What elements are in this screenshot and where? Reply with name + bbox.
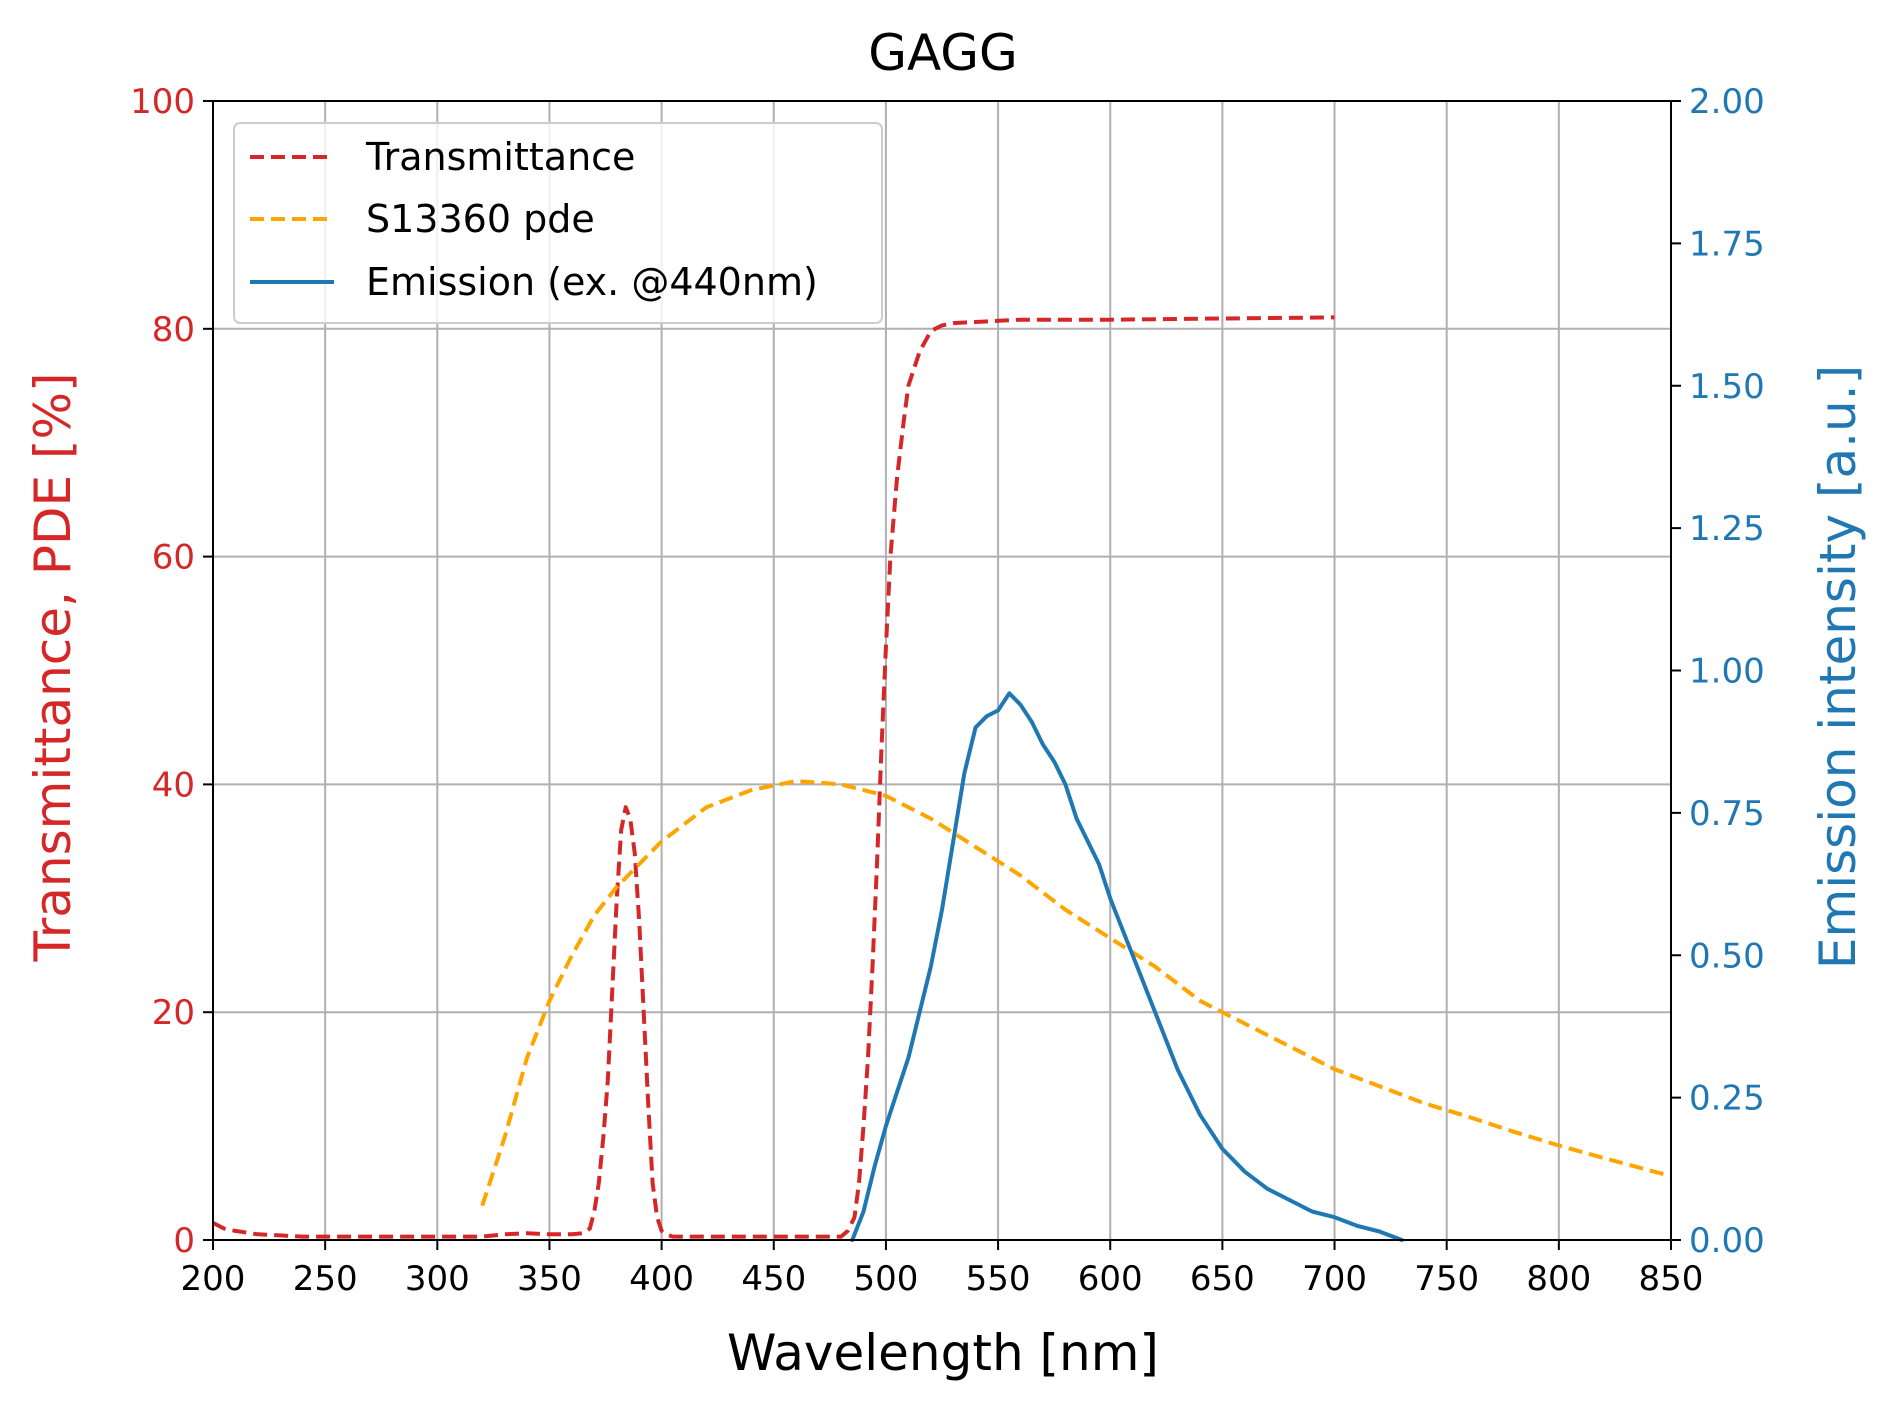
legend: Transmittance S13360 pde Emission (ex. @… <box>233 122 883 324</box>
left-tick-label: 20 <box>152 993 195 1033</box>
left-tick-label: 60 <box>152 538 195 578</box>
series-layer <box>212 315 1672 1242</box>
series-line-emission-ex-440nm <box>850 691 1404 1242</box>
x-tick-label: 700 <box>1302 1259 1367 1299</box>
right-tick-label: 0.25 <box>1689 1079 1765 1119</box>
chart-title: GAGG <box>868 24 1018 82</box>
legend-label-emission: Emission (ex. @440nm) <box>366 260 818 304</box>
right-tick-label: 0.50 <box>1689 936 1765 976</box>
right-axis-label: Emission intensity [a.u.] <box>1809 365 1867 969</box>
left-tick-label: 0 <box>173 1221 195 1261</box>
x-tick-label: 800 <box>1526 1259 1591 1299</box>
x-tick-label: 450 <box>741 1259 806 1299</box>
legend-entry-emission: Emission (ex. @440nm) <box>250 260 818 304</box>
legend-label-s13360-pde: S13360 pde <box>366 197 595 241</box>
legend-entry-s13360-pde: S13360 pde <box>250 197 595 241</box>
x-tick-label: 500 <box>853 1259 918 1299</box>
legend-entry-transmittance: Transmittance <box>250 135 635 179</box>
left-axis-label: Transmittance, PDE [%] <box>24 373 82 963</box>
right-tick-label: 1.75 <box>1689 224 1765 264</box>
x-tick-label: 750 <box>1414 1259 1479 1299</box>
x-tick-label: 550 <box>966 1259 1031 1299</box>
legend-label-transmittance: Transmittance <box>365 135 635 179</box>
right-tick-label: 0.75 <box>1689 794 1765 834</box>
x-axis-label: Wavelength [nm] <box>727 1324 1159 1382</box>
x-tick-label: 400 <box>629 1259 694 1299</box>
series-line-transmittance <box>212 315 1335 1239</box>
left-tick-label: 40 <box>152 765 195 805</box>
series-line-s13360-pde <box>480 779 1672 1207</box>
right-tick-label: 1.00 <box>1689 652 1765 692</box>
right-axis-ticks: 0.00 0.25 0.50 0.75 1.00 1.25 1.50 1.75 2.00 <box>1671 82 1765 1261</box>
x-axis-ticks: 200 250 300 350 400 450 500 550 600 650 700 750 800 8… <box>181 1240 1704 1299</box>
legend-box <box>233 122 883 324</box>
x-tick-label: 850 <box>1639 1259 1704 1299</box>
x-tick-label: 300 <box>405 1259 470 1299</box>
x-tick-label: 650 <box>1190 1259 1255 1299</box>
right-tick-label: 2.00 <box>1689 82 1765 122</box>
x-tick-label: 250 <box>293 1259 358 1299</box>
left-axis-ticks: 0 20 40 60 80 100 <box>130 82 213 1261</box>
left-tick-label: 80 <box>152 310 195 350</box>
right-tick-label: 1.25 <box>1689 509 1765 549</box>
x-tick-label: 600 <box>1078 1259 1143 1299</box>
x-tick-label: 200 <box>181 1259 246 1299</box>
right-tick-label: 1.50 <box>1689 367 1765 407</box>
x-tick-label: 350 <box>517 1259 582 1299</box>
left-tick-label: 100 <box>130 82 195 122</box>
right-tick-label: 0.00 <box>1689 1221 1765 1261</box>
